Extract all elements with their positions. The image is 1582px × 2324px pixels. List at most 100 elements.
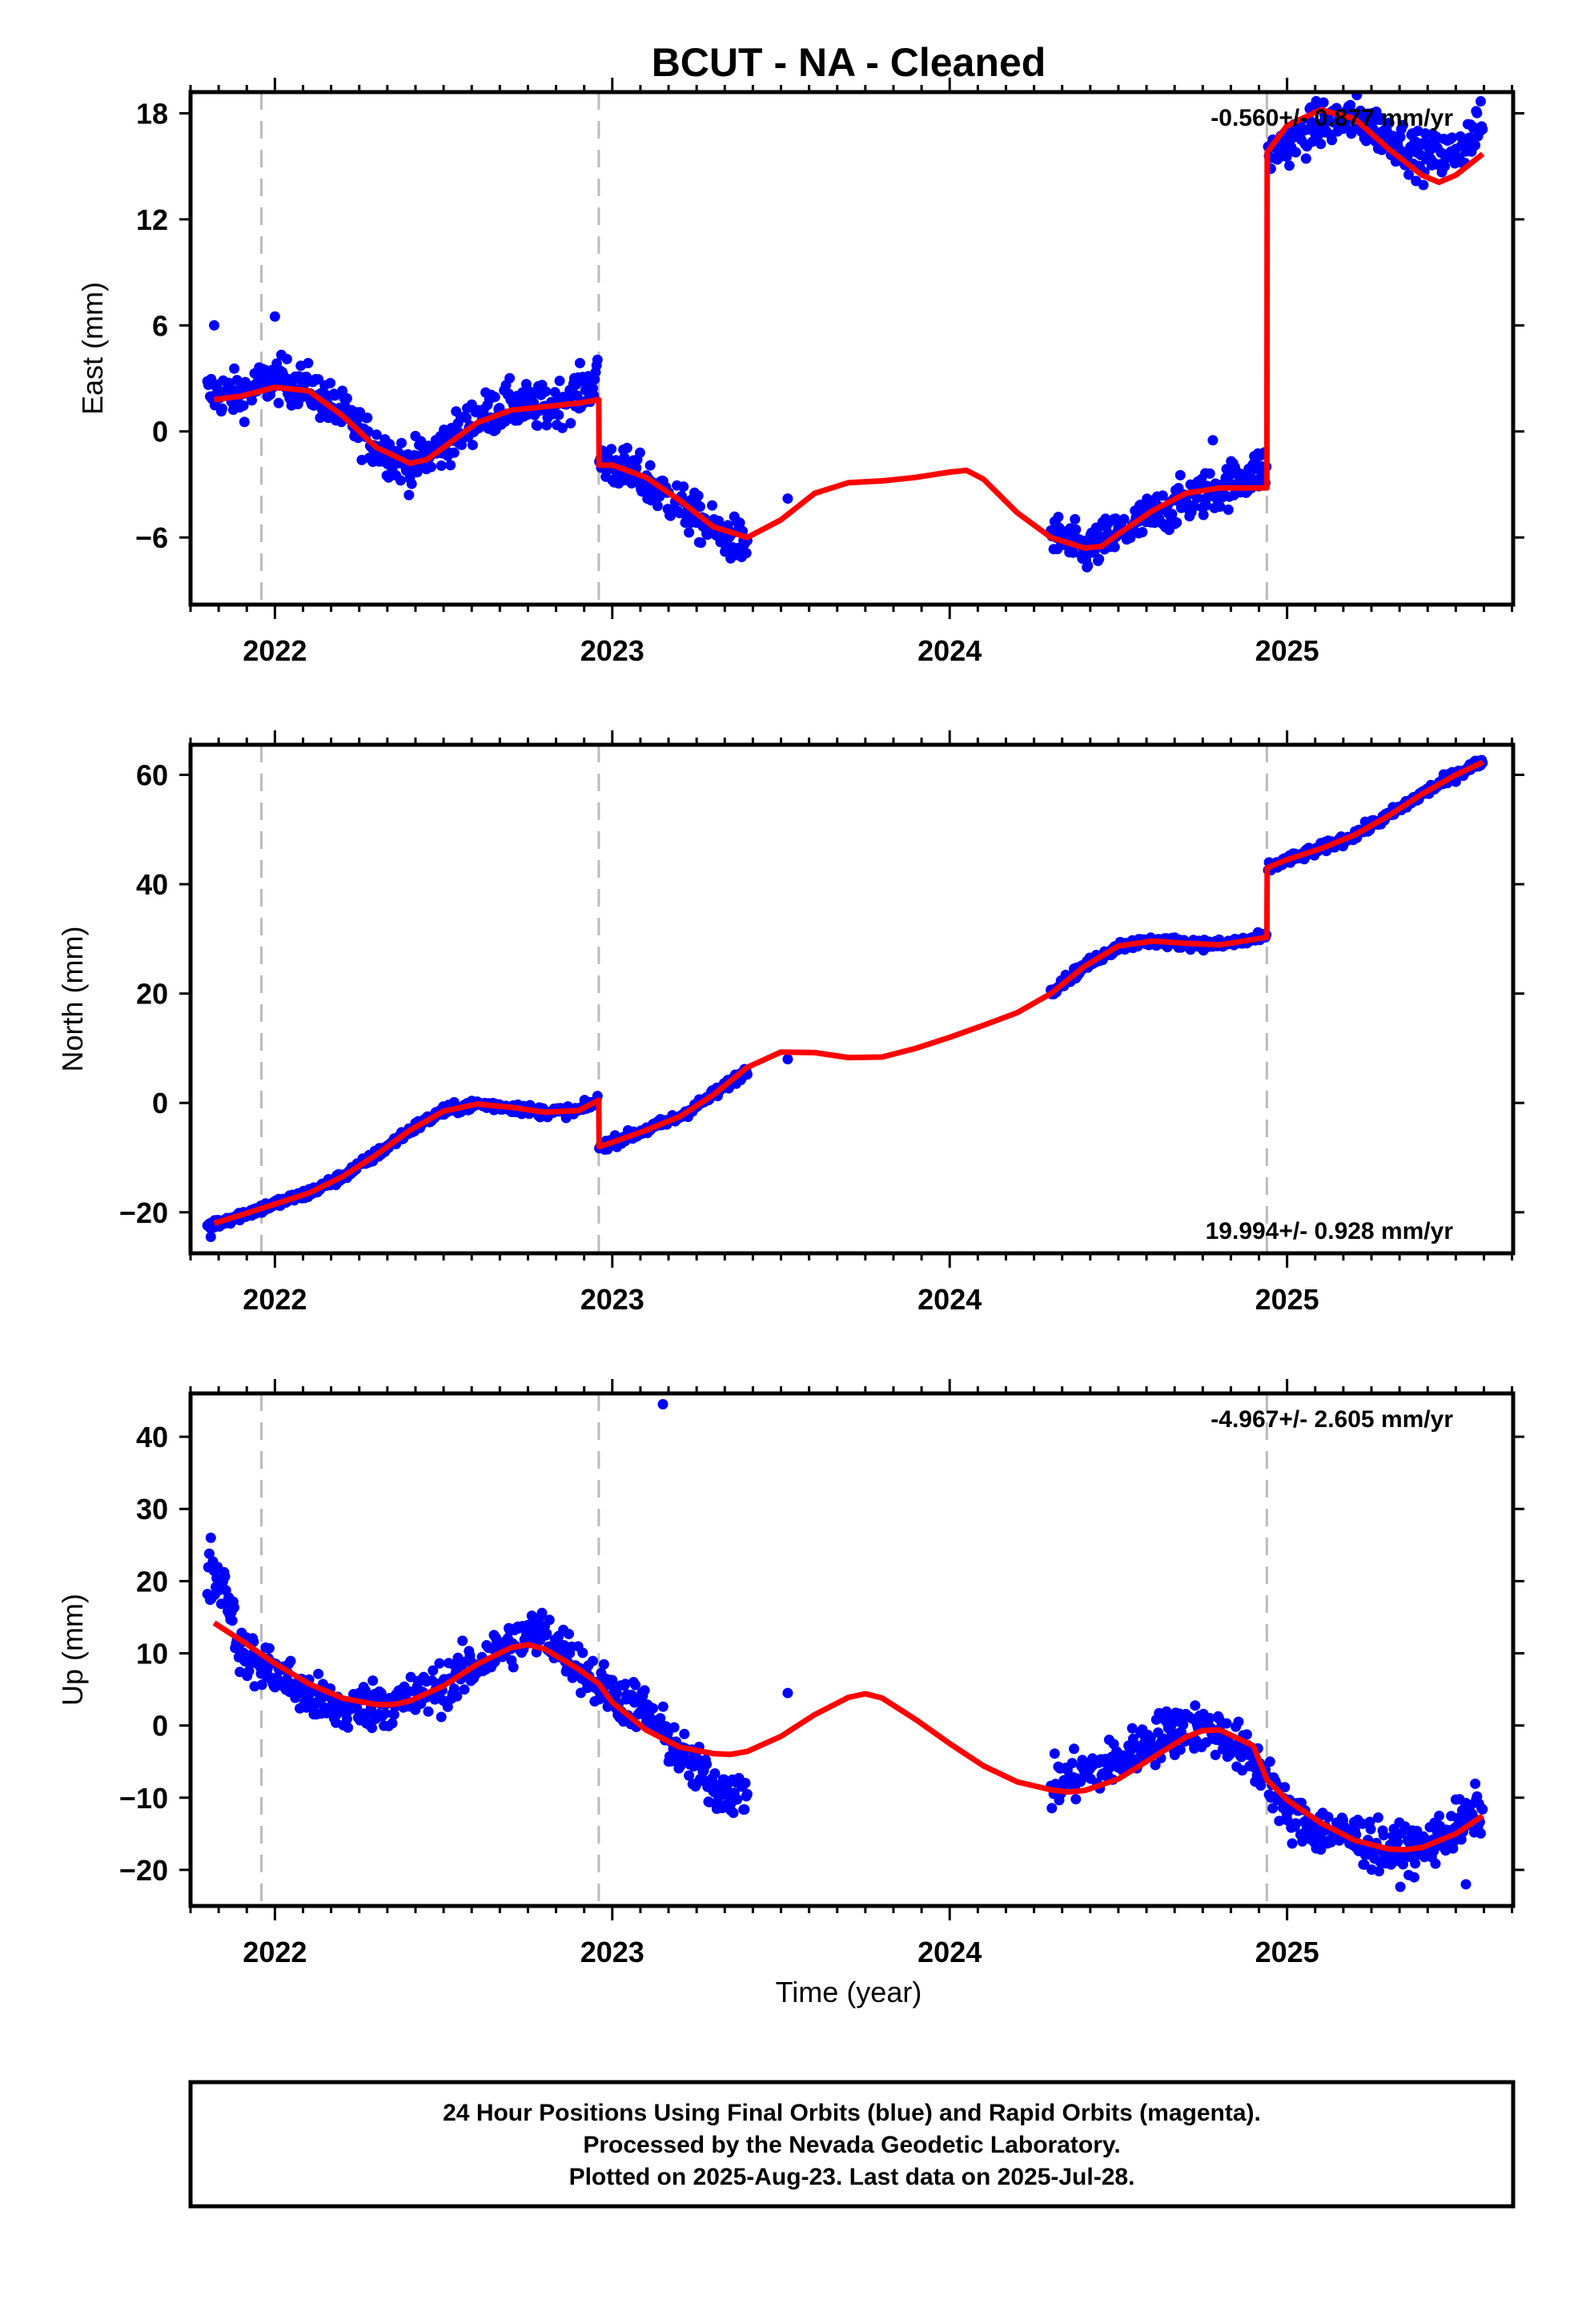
panel-1: 2022 2023 2024 2025 −6 0 6 12 18 East (mm) -0.560+… [76,78,1524,667]
data-point [1472,107,1483,119]
data-point [1456,1834,1467,1845]
data-point [281,353,292,364]
data-point [1395,1881,1406,1892]
outlier-point [657,1399,669,1410]
data-point [379,1708,391,1719]
model-curve [213,759,1484,1226]
data-point [1204,468,1215,479]
x-tick-label: 2022 [243,634,307,667]
data-point [227,1615,238,1626]
data-point [442,1701,453,1712]
y-tick-label: −20 [119,1854,168,1887]
data-point [1318,97,1329,108]
data-point [1291,1818,1302,1829]
data-point [734,517,745,529]
y-tick-label: −6 [135,521,168,554]
data-point [1378,1830,1389,1841]
data-point [460,412,472,424]
rate-annotation: 19.994+/- 0.928 mm/yr [1206,1218,1454,1244]
data-point [1178,1719,1189,1731]
data-point [1067,547,1078,558]
data-point [217,403,227,414]
data-point [1410,1858,1421,1869]
data-point [739,1804,750,1815]
rate-annotation: -4.967+/- 2.605 mm/yr [1211,1406,1453,1433]
y-axis-label: North (mm) [56,927,89,1072]
x-tick-label: 2022 [243,1283,307,1316]
data-point [1287,1838,1298,1849]
x-tick-label: 2024 [917,1936,982,1968]
data-point [1198,509,1209,521]
y-axis-label: East (mm) [76,282,109,415]
y-tick-label: 0 [152,1710,168,1743]
data-point [588,1655,598,1667]
data-point [1201,500,1212,511]
data-point [256,1679,267,1691]
data-point [343,1722,354,1733]
data-point [1215,501,1226,513]
data-point [1327,135,1338,146]
data-point [1345,99,1356,111]
data-point [1383,117,1395,128]
data-point [1109,541,1120,553]
data-point [1315,139,1327,150]
data-point [406,478,417,489]
data-point [607,1675,618,1686]
data-point [1375,113,1387,123]
data-point [1137,527,1148,537]
x-tick-label: 2025 [1255,1936,1319,1968]
outlier-point [782,1054,793,1065]
data-point [1066,1758,1078,1769]
data-point [436,460,447,471]
data-point [1395,131,1406,143]
model-curve [214,107,1485,551]
data-point [239,416,250,428]
data-point [1145,1733,1156,1744]
data-point [1221,1718,1232,1729]
panel-3: 2022 2023 2024 2025 −20 −10 0 10 20 30 40 Up (mm) -4… [56,1379,1524,1968]
data-point [565,418,576,428]
data-point [707,500,717,511]
data-point [1403,169,1414,180]
data-point [434,1658,445,1669]
data-point [1166,1720,1177,1731]
data-point [606,444,617,455]
data-point [341,393,352,404]
data-point [679,1728,690,1739]
data-point [448,447,460,458]
outlier-point [782,1687,793,1699]
data-point [1210,1749,1221,1760]
outlier-point [1460,1879,1472,1890]
data-point [1157,490,1168,501]
data-point [362,412,373,424]
data-point [709,1768,721,1779]
data-point [693,490,704,501]
data-point [553,409,564,420]
data-point [1069,1743,1079,1755]
data-point [351,1703,363,1715]
data-point [243,1666,255,1676]
data-point [1264,1756,1275,1767]
data-point [741,1788,753,1799]
x-tick-label: 2025 [1255,634,1319,667]
data-point [1233,1716,1244,1727]
data-point [639,1685,650,1696]
data-point [1053,512,1064,522]
data-points [202,1399,1488,1892]
data-point [1434,1811,1445,1821]
data-point [1408,1872,1419,1883]
data-point [1477,1803,1488,1815]
outlier-point [205,1232,216,1243]
y-tick-label: −10 [119,1782,168,1815]
data-point [644,460,656,471]
data-point [592,354,603,365]
data-point [696,537,707,549]
data-point [489,392,500,403]
data-point [367,1723,378,1734]
data-point [740,1778,751,1788]
data-point [247,395,257,406]
data-point [1070,513,1081,525]
footer-line-1: 24 Hour Positions Using Final Orbits (bl… [443,2100,1261,2126]
y-tick-label: 0 [152,416,168,448]
